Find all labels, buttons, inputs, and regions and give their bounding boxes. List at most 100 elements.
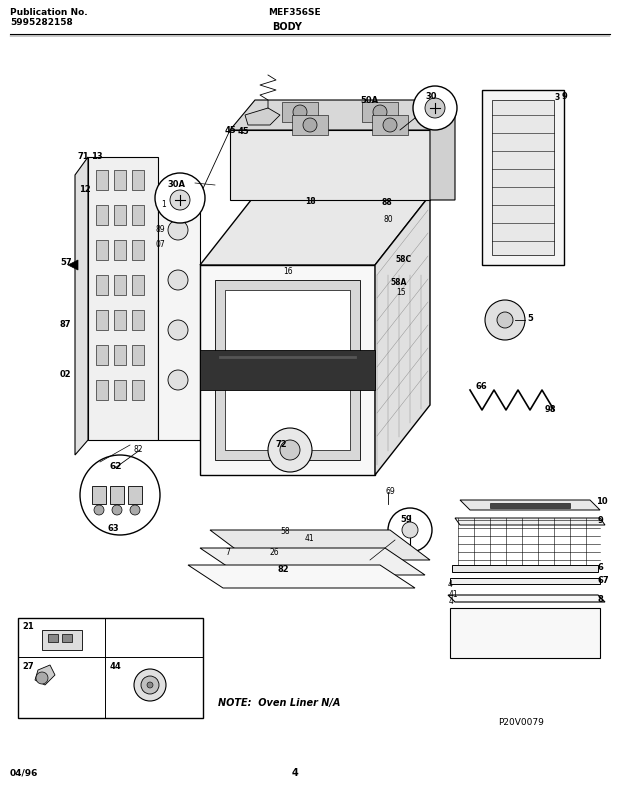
Text: 02: 02 [60, 370, 72, 379]
Text: 07: 07 [155, 240, 165, 249]
Text: 30: 30 [425, 92, 436, 101]
Text: 21: 21 [22, 622, 33, 631]
Text: Publication No.: Publication No. [10, 8, 87, 17]
Bar [492, 100, 554, 255]
Circle shape [168, 220, 188, 240]
Circle shape [402, 522, 418, 538]
Text: 3: 3 [555, 93, 560, 102]
Text: MEF356SE: MEF356SE [268, 8, 321, 17]
Circle shape [425, 98, 445, 118]
Bar [114, 345, 126, 365]
Text: 69: 69 [385, 487, 395, 496]
Text: 63: 63 [108, 524, 120, 533]
Circle shape [130, 505, 140, 515]
Polygon shape [188, 565, 415, 588]
Text: 87: 87 [60, 320, 71, 329]
Polygon shape [35, 665, 55, 685]
Text: 30A: 30A [167, 180, 185, 189]
Polygon shape [210, 530, 430, 560]
Polygon shape [455, 518, 605, 525]
Polygon shape [245, 108, 280, 125]
Polygon shape [230, 130, 430, 200]
Text: 16: 16 [283, 267, 293, 276]
Text: 66: 66 [475, 382, 487, 391]
Polygon shape [200, 195, 430, 265]
Text: 59: 59 [400, 515, 412, 524]
Bar [132, 380, 144, 400]
Bar [114, 380, 126, 400]
Bar [132, 205, 144, 225]
Bar [18, 618, 203, 718]
Text: 89: 89 [155, 225, 165, 234]
Circle shape [112, 505, 122, 515]
Polygon shape [158, 195, 200, 440]
Text: 98: 98 [545, 405, 557, 414]
Circle shape [388, 508, 432, 552]
Circle shape [497, 312, 513, 328]
Bar [114, 170, 126, 190]
Text: 12: 12 [79, 185, 91, 194]
Text: 6: 6 [598, 563, 604, 572]
Text: 15: 15 [396, 288, 405, 297]
Circle shape [36, 672, 48, 684]
Bar [128, 486, 142, 504]
Circle shape [485, 300, 525, 340]
Text: 5: 5 [527, 314, 533, 323]
Text: 82: 82 [278, 565, 290, 574]
Polygon shape [200, 350, 375, 390]
Bar [114, 310, 126, 330]
Circle shape [94, 505, 104, 515]
Text: NOTE:  Oven Liner N/A: NOTE: Oven Liner N/A [218, 698, 340, 708]
Text: 67: 67 [598, 576, 609, 585]
Text: 82: 82 [133, 445, 143, 454]
Polygon shape [68, 260, 78, 270]
Text: 58C: 58C [395, 255, 411, 264]
Bar [482, 90, 564, 265]
Polygon shape [230, 100, 455, 130]
Text: 26: 26 [270, 548, 280, 557]
Text: 04/96: 04/96 [10, 768, 38, 777]
Bar [42, 630, 82, 650]
Polygon shape [200, 548, 425, 575]
Polygon shape [450, 578, 600, 584]
Text: 80: 80 [383, 215, 392, 224]
Polygon shape [375, 195, 430, 475]
Bar [132, 240, 144, 260]
Bar [62, 634, 72, 642]
Bar [92, 486, 106, 504]
Circle shape [147, 682, 153, 688]
Circle shape [141, 676, 159, 694]
Bar [114, 205, 126, 225]
Bar [132, 275, 144, 295]
Polygon shape [200, 265, 375, 475]
Polygon shape [460, 500, 600, 510]
Text: 41: 41 [449, 590, 459, 599]
Circle shape [280, 440, 300, 460]
Polygon shape [452, 565, 598, 572]
Polygon shape [215, 280, 360, 460]
Bar [372, 115, 408, 135]
Circle shape [383, 118, 397, 132]
Circle shape [293, 105, 307, 119]
Text: 9: 9 [598, 516, 604, 525]
Text: 58: 58 [280, 527, 290, 536]
Text: 5995282158: 5995282158 [10, 18, 73, 27]
Polygon shape [430, 100, 455, 200]
Text: 72: 72 [275, 440, 286, 449]
Text: 7: 7 [225, 548, 230, 557]
Bar [96, 205, 108, 225]
Text: 57: 57 [60, 258, 72, 267]
Polygon shape [448, 595, 605, 602]
Bar [96, 275, 108, 295]
Text: 4: 4 [291, 768, 298, 778]
Bar [96, 380, 108, 400]
Circle shape [168, 270, 188, 290]
Bar [110, 486, 124, 504]
Bar [282, 102, 318, 122]
Text: 9: 9 [562, 92, 568, 101]
Circle shape [155, 173, 205, 223]
Bar [132, 345, 144, 365]
Bar [450, 608, 600, 658]
Bar [292, 115, 328, 135]
Polygon shape [88, 157, 158, 440]
